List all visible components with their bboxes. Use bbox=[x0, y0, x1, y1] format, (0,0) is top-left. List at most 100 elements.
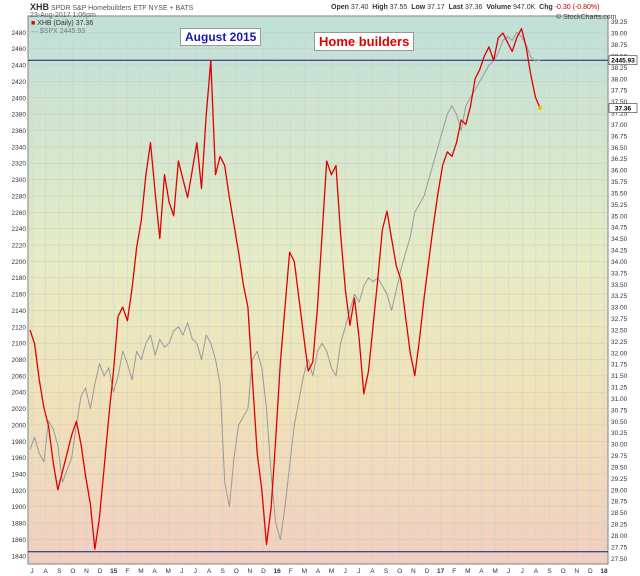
x-tick-label: A bbox=[152, 568, 157, 575]
horizontal-reference-lines bbox=[28, 59, 608, 553]
x-tick-label: N bbox=[574, 568, 579, 575]
x-tick-label: S bbox=[220, 568, 225, 575]
watermark: © StockCharts.com bbox=[556, 14, 617, 21]
left-tick-label: 1840 bbox=[12, 553, 27, 560]
left-tick-label: 1960 bbox=[12, 455, 27, 462]
x-tick-label: J bbox=[357, 568, 360, 575]
legend-xhb: ■ XHB (Daily) 37.36 bbox=[31, 20, 93, 27]
right-tick-label: 29.75 bbox=[611, 453, 628, 460]
last-price-marker bbox=[538, 106, 542, 111]
left-tick-label: 2300 bbox=[12, 177, 27, 184]
x-tick-label: M bbox=[138, 568, 143, 575]
right-tick-label: 30.25 bbox=[611, 430, 628, 437]
right-tick-label: 36.50 bbox=[611, 145, 628, 152]
left-tick-label: 2220 bbox=[12, 243, 27, 250]
right-tick-label: 33.50 bbox=[611, 282, 628, 289]
x-tick-label: M bbox=[302, 568, 307, 575]
right-tick-label: 33.00 bbox=[611, 305, 628, 312]
x-tick-label: F bbox=[125, 568, 129, 575]
right-tick-label: 31.75 bbox=[611, 362, 628, 369]
left-tick-label: 2020 bbox=[12, 406, 27, 413]
x-tick-label: M bbox=[165, 568, 170, 575]
chg-value: -0.30 (-0.80%) bbox=[554, 4, 600, 11]
right-tick-label: 37.25 bbox=[611, 111, 628, 118]
right-tick-label: 39.25 bbox=[611, 19, 628, 26]
right-tick-label: 33.25 bbox=[611, 293, 628, 300]
x-tick-label: F bbox=[452, 568, 456, 575]
right-tick-label: 34.50 bbox=[611, 236, 628, 243]
axis-tag-box bbox=[608, 55, 638, 66]
x-tick-label: A bbox=[316, 568, 321, 575]
right-tick-label: 34.00 bbox=[611, 259, 628, 266]
right-tick-label: 28.75 bbox=[611, 499, 628, 506]
right-tick-label: 31.50 bbox=[611, 373, 628, 380]
right-tick-label: 36.75 bbox=[611, 133, 628, 140]
x-tick-label: O bbox=[397, 568, 402, 575]
left-tick-label: 2180 bbox=[12, 275, 27, 282]
series-line-spx bbox=[29, 31, 541, 540]
legend-spx-label: $SPX 2445.93 bbox=[39, 28, 86, 35]
right-tick-label: 35.25 bbox=[611, 202, 628, 209]
last-label: Last bbox=[448, 4, 463, 11]
right-tick-label: 28.50 bbox=[611, 510, 628, 517]
x-tick-label: J bbox=[521, 568, 524, 575]
right-tick-label: 32.25 bbox=[611, 339, 628, 346]
x-tick-label: 17 bbox=[437, 568, 445, 575]
axis-tag-label: 37.36 bbox=[615, 106, 632, 113]
x-tick-label: A bbox=[43, 568, 48, 575]
right-axis: 27.50 27.75 28.00 28.25 28.50 28.75 29.00 29.25… bbox=[611, 19, 628, 563]
right-tick-label: 38.75 bbox=[611, 42, 628, 49]
left-tick-label: 2080 bbox=[12, 357, 27, 364]
x-tick-label: A bbox=[370, 568, 375, 575]
right-tick-label: 32.00 bbox=[611, 350, 628, 357]
right-tick-label: 35.75 bbox=[611, 179, 628, 186]
legend-spx: — $SPX 2445.93 bbox=[31, 28, 85, 35]
right-tick-label: 29.25 bbox=[611, 476, 628, 483]
left-tick-label: 2480 bbox=[12, 30, 27, 37]
x-tick-label: M bbox=[492, 568, 497, 575]
left-tick-label: 2060 bbox=[12, 373, 27, 380]
x-tick-label: J bbox=[30, 568, 33, 575]
right-tick-label: 30.00 bbox=[611, 442, 628, 449]
annotation-august-2015: August 2015 bbox=[180, 28, 262, 46]
chg-label: Chg bbox=[539, 4, 553, 11]
right-tick-label: 35.50 bbox=[611, 190, 628, 197]
x-axis: J A S O N D 15 F M A M J J A S O N D 16 F M A M J J A S O N D 17 F M A M J J… bbox=[30, 568, 608, 575]
header-date: 23-Aug-2017 1:06pm bbox=[30, 12, 96, 19]
right-tick-label: 28.00 bbox=[611, 533, 628, 540]
x-tick-label: J bbox=[344, 568, 347, 575]
x-tick-label: J bbox=[507, 568, 510, 575]
right-tick-label: 32.75 bbox=[611, 316, 628, 323]
x-tick-label: N bbox=[411, 568, 416, 575]
x-tick-label: S bbox=[57, 568, 62, 575]
right-tick-label: 30.50 bbox=[611, 419, 628, 426]
gridlines bbox=[28, 16, 608, 564]
x-tick-label: S bbox=[547, 568, 552, 575]
x-tick-label: D bbox=[261, 568, 266, 575]
right-tick-label: 34.25 bbox=[611, 248, 628, 255]
right-tick-label: 28.25 bbox=[611, 522, 628, 529]
legend-xhb-swatch: ■ bbox=[31, 20, 36, 27]
left-tick-label: 2440 bbox=[12, 63, 27, 70]
left-tick-label: 1900 bbox=[12, 504, 27, 511]
left-tick-label: 2100 bbox=[12, 341, 27, 348]
x-tick-label: O bbox=[70, 568, 75, 575]
volume-value: 947.0K bbox=[513, 4, 536, 11]
left-axis: 1840 1860 1880 1900 1920 1940 1960 1980 2000 2020… bbox=[12, 30, 27, 560]
right-tick-label: 31.25 bbox=[611, 385, 628, 392]
right-tick-label: 37.75 bbox=[611, 88, 628, 95]
open-label: Open bbox=[331, 4, 349, 11]
annotation-home-builders: Home builders bbox=[314, 32, 415, 51]
last-value: 37.36 bbox=[464, 4, 483, 11]
right-tick-label: 34.75 bbox=[611, 225, 628, 232]
symbol: XHB bbox=[30, 2, 50, 12]
left-tick-label: 2000 bbox=[12, 422, 27, 429]
right-tick-label: 37.00 bbox=[611, 122, 628, 129]
left-tick-label: 2380 bbox=[12, 112, 27, 119]
x-tick-label: J bbox=[180, 568, 183, 575]
high-value: 37.55 bbox=[389, 4, 408, 11]
volume-label: Volume bbox=[486, 4, 512, 11]
legend-spx-swatch: — bbox=[31, 28, 38, 35]
right-tick-label: 39.00 bbox=[611, 31, 628, 38]
